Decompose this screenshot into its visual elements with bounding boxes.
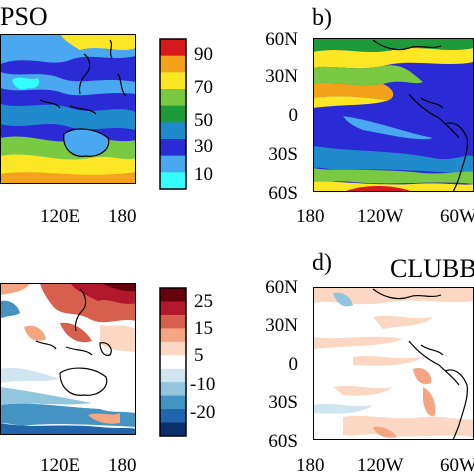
- colorbar-a-segment: [160, 172, 186, 190]
- colorbar-c-segment: [160, 301, 186, 316]
- panel-a-xtick-180: 180: [108, 206, 137, 227]
- panel-d-xtick-60w: 60W: [440, 455, 474, 476]
- colorbar-a-label-70: 70: [194, 77, 213, 98]
- panel-d-ytick-0: 0: [288, 354, 299, 375]
- colorbar-c-segment: [160, 409, 186, 424]
- panel-b-ytick-60s: 60S: [268, 183, 298, 204]
- panel-b-ytick-30n: 30N: [265, 66, 298, 87]
- panel-b-xtick-120w: 120W: [357, 206, 404, 227]
- panel-b-map: [313, 38, 474, 192]
- colorbar-a-segment: [160, 122, 186, 140]
- colorbar-c-label-25: 25: [194, 291, 213, 312]
- colorbar-a-segment: [160, 139, 186, 157]
- panel-b-ytick-60n: 60N: [265, 29, 298, 50]
- panel-d-ytick-60n: 60N: [265, 277, 298, 298]
- colorbar-c-label-m20: -20: [190, 402, 216, 423]
- colorbar-c-label-15: 15: [194, 318, 213, 339]
- colorbar-a-segment: [160, 105, 186, 123]
- colorbar-c-segment: [160, 355, 186, 370]
- panel-a-colorbar: [159, 38, 187, 190]
- panel-d-ytick-30n: 30N: [265, 315, 298, 336]
- panel-d-ytick-60s: 60S: [268, 431, 298, 452]
- colorbar-c-label-5: 5: [194, 345, 204, 366]
- panel-a-map: [0, 34, 136, 184]
- colorbar-c-label-m10: -10: [190, 374, 216, 395]
- colorbar-c-segment: [160, 328, 186, 343]
- colorbar-c-segment: [160, 382, 186, 397]
- colorbar-c-segment: [160, 314, 186, 329]
- colorbar-a-label-10: 10: [194, 164, 213, 185]
- panel-a-xtick-120e: 120E: [40, 206, 81, 227]
- colorbar-c-segment: [160, 288, 186, 302]
- panel-d-xtick-180: 180: [296, 455, 325, 476]
- panel-c-xtick-120e: 120E: [40, 455, 81, 476]
- panel-b-ytick-0: 0: [288, 105, 299, 126]
- panel-b-label: b): [312, 5, 332, 31]
- panel-a-title: PSO: [0, 2, 48, 31]
- panel-d-map: [313, 287, 474, 440]
- panel-d-ytick-30s: 30S: [268, 392, 298, 413]
- colorbar-c-segment: [160, 368, 186, 383]
- colorbar-c-segment: [160, 422, 186, 437]
- panel-b-xtick-60w: 60W: [440, 206, 474, 227]
- colorbar-a-segment: [160, 155, 186, 173]
- panel-d-title: CLUBB: [390, 254, 474, 283]
- panel-d-xtick-120w: 120W: [357, 455, 404, 476]
- colorbar-a-label-90: 90: [194, 44, 213, 65]
- panel-c-colorbar: [159, 287, 187, 437]
- panel-b-xtick-180: 180: [296, 206, 325, 227]
- panel-c-xtick-180: 180: [108, 455, 137, 476]
- colorbar-a-segment: [160, 55, 186, 73]
- colorbar-c-segment: [160, 341, 186, 356]
- panel-d-label: d): [312, 250, 332, 276]
- colorbar-a-segment: [160, 39, 186, 57]
- colorbar-a-segment: [160, 72, 186, 90]
- colorbar-a-label-30: 30: [194, 136, 213, 157]
- panel-b-ytick-30s: 30S: [268, 144, 298, 165]
- colorbar-a-label-50: 50: [194, 110, 213, 131]
- panel-c-map: [0, 283, 136, 435]
- colorbar-a-segment: [160, 89, 186, 107]
- colorbar-c-segment: [160, 395, 186, 410]
